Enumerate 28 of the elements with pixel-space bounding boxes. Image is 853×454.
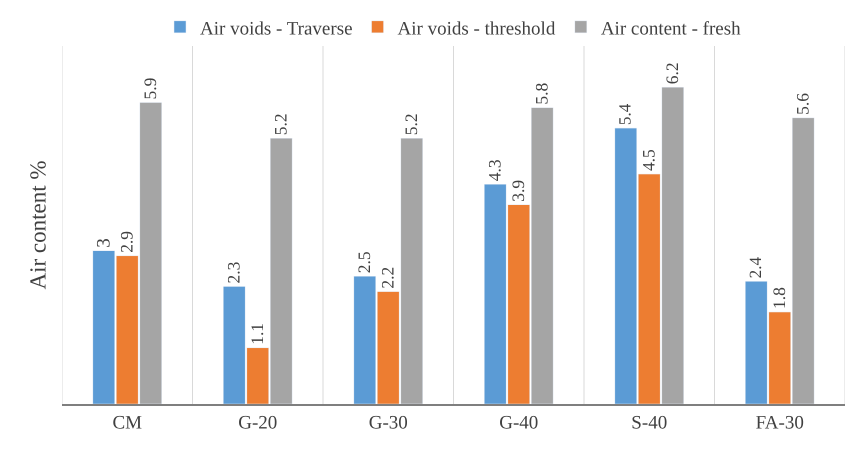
data-label: 5.2	[270, 113, 290, 136]
legend-label: Air content - fresh	[600, 18, 742, 40]
data-label: 5.8	[531, 82, 552, 105]
data-label: 4.5	[638, 148, 658, 172]
data-label: 3.9	[508, 180, 528, 202]
data-label: 1.1	[246, 322, 267, 345]
data-label: 5.6	[792, 92, 812, 115]
x-tick-label: G-30	[368, 412, 408, 434]
x-tick-label: S-40	[631, 412, 668, 434]
x-tick-label: G-20	[238, 412, 278, 434]
data-label: 2.9	[116, 230, 136, 253]
data-label: 2.3	[223, 261, 244, 284]
y-axis-title: Air content %	[25, 160, 50, 290]
data-label: 2.5	[354, 251, 374, 274]
data-label: 2.2	[377, 266, 398, 289]
x-tick-label: CM	[112, 412, 142, 434]
x-tick-label: G-40	[499, 412, 538, 434]
data-label: 3	[93, 238, 114, 248]
data-label: 6.2	[662, 62, 682, 84]
data-label: 4.3	[484, 159, 504, 182]
data-label: 5.4	[616, 103, 635, 126]
data-label: 5.2	[400, 113, 421, 136]
data-label: 5.9	[140, 77, 160, 100]
legend-label: Air voids - Traverse	[200, 18, 353, 40]
data-label: 2.4	[746, 256, 766, 278]
data-label: 1.8	[768, 286, 789, 310]
x-tick-label: FA-30	[756, 412, 804, 434]
legend-label: Air voids - threshold	[398, 18, 556, 40]
